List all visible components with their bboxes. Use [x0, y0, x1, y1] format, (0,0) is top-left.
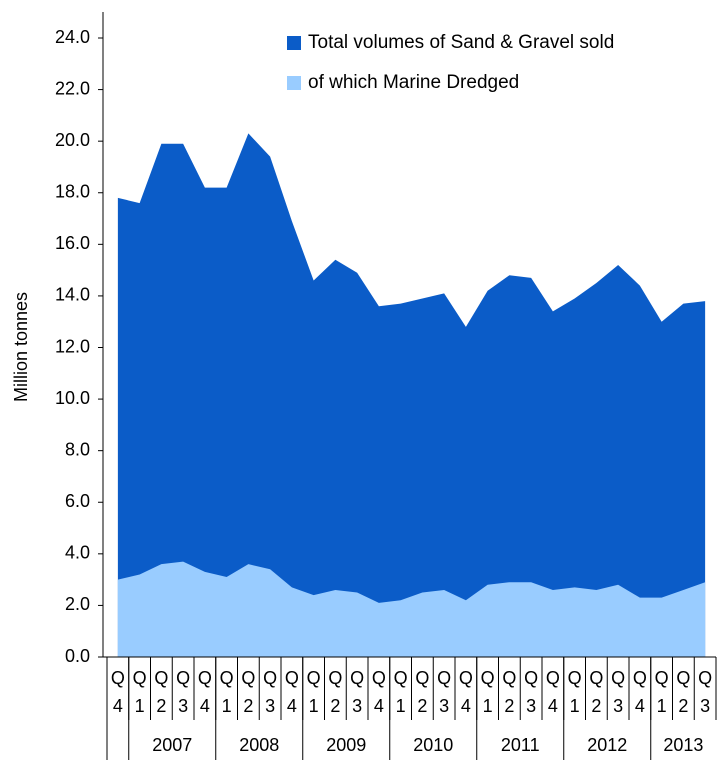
x-tick-label: Q — [698, 668, 712, 688]
x-tick-label: Q — [633, 668, 647, 688]
x-tick-label: 3 — [613, 696, 623, 716]
y-tick-label: 0.0 — [65, 646, 90, 666]
x-tick-label: Q — [220, 668, 234, 688]
y-tick-label: 20.0 — [55, 130, 90, 150]
x-tick-label: 3 — [265, 696, 275, 716]
x-tick-label: Q — [394, 668, 408, 688]
x-tick-label: Q — [502, 668, 516, 688]
x-tick-label: 4 — [548, 696, 558, 716]
x-tick-label: 3 — [178, 696, 188, 716]
x-tick-label: 2 — [678, 696, 688, 716]
x-tick-label: Q — [524, 668, 538, 688]
x-tick-label: 1 — [222, 696, 232, 716]
x-tick-label: 2 — [591, 696, 601, 716]
x-tick-label: Q — [459, 668, 473, 688]
y-tick-label: 24.0 — [55, 27, 90, 47]
x-tick-label: 1 — [570, 696, 580, 716]
y-tick-label: 6.0 — [65, 491, 90, 511]
x-tick-label: 2 — [417, 696, 427, 716]
group-label: 2007 — [152, 735, 192, 755]
x-tick-label: Q — [133, 668, 147, 688]
x-tick-label: Q — [176, 668, 190, 688]
group-label: 2013 — [663, 735, 703, 755]
y-tick-label: 2.0 — [65, 594, 90, 614]
x-tick-label: 4 — [113, 696, 123, 716]
x-tick-label: 4 — [287, 696, 297, 716]
x-tick-label: Q — [198, 668, 212, 688]
x-tick-label: 4 — [200, 696, 210, 716]
legend-label: Total volumes of Sand & Gravel sold — [308, 32, 614, 53]
x-tick-label: 3 — [439, 696, 449, 716]
legend-label: of which Marine Dredged — [308, 72, 519, 93]
group-label: 2012 — [587, 735, 627, 755]
x-tick-label: 1 — [483, 696, 493, 716]
x-tick-label: Q — [328, 668, 342, 688]
x-tick-label: Q — [676, 668, 690, 688]
x-tick-label: 3 — [352, 696, 362, 716]
legend-swatch — [287, 36, 301, 50]
y-tick-label: 12.0 — [55, 336, 90, 356]
x-tick-label: 1 — [309, 696, 319, 716]
y-tick-label: 16.0 — [55, 233, 90, 253]
y-tick-label: 8.0 — [65, 439, 90, 459]
y-axis-title: Million tonnes — [11, 292, 31, 402]
x-tick-label: Q — [350, 668, 364, 688]
x-tick-label: Q — [481, 668, 495, 688]
x-tick-label: 2 — [504, 696, 514, 716]
x-tick-label: Q — [241, 668, 255, 688]
y-tick-label: 10.0 — [55, 388, 90, 408]
area — [117, 133, 706, 657]
x-tick-label: 3 — [526, 696, 536, 716]
group-label: 2009 — [326, 735, 366, 755]
y-tick-label: 22.0 — [55, 78, 90, 98]
y-tick-label: 14.0 — [55, 285, 90, 305]
x-tick-label: 1 — [396, 696, 406, 716]
x-tick-label: 4 — [635, 696, 645, 716]
x-tick-label: Q — [154, 668, 168, 688]
legend-swatch — [287, 76, 301, 90]
area — [117, 561, 706, 657]
x-tick-label: Q — [611, 668, 625, 688]
y-tick-label: 4.0 — [65, 543, 90, 563]
x-tick-label: Q — [568, 668, 582, 688]
y-tick-label: 18.0 — [55, 182, 90, 202]
x-tick-label: 1 — [657, 696, 667, 716]
x-tick-label: Q — [589, 668, 603, 688]
x-tick-label: Q — [307, 668, 321, 688]
group-label: 2010 — [413, 735, 453, 755]
x-tick-label: Q — [437, 668, 451, 688]
group-label: 2008 — [239, 735, 279, 755]
x-tick-label: Q — [415, 668, 429, 688]
x-tick-label: 3 — [700, 696, 710, 716]
x-tick-label: 4 — [461, 696, 471, 716]
x-tick-label: 2 — [156, 696, 166, 716]
x-tick-label: Q — [263, 668, 277, 688]
group-label: 2011 — [501, 735, 540, 755]
x-tick-label: 4 — [374, 696, 384, 716]
x-tick-label: 2 — [330, 696, 340, 716]
x-tick-label: Q — [285, 668, 299, 688]
x-tick-label: Q — [655, 668, 669, 688]
x-tick-label: Q — [111, 668, 125, 688]
x-tick-label: Q — [372, 668, 386, 688]
x-tick-label: Q — [546, 668, 560, 688]
x-tick-label: 1 — [135, 696, 145, 716]
x-tick-label: 2 — [243, 696, 253, 716]
